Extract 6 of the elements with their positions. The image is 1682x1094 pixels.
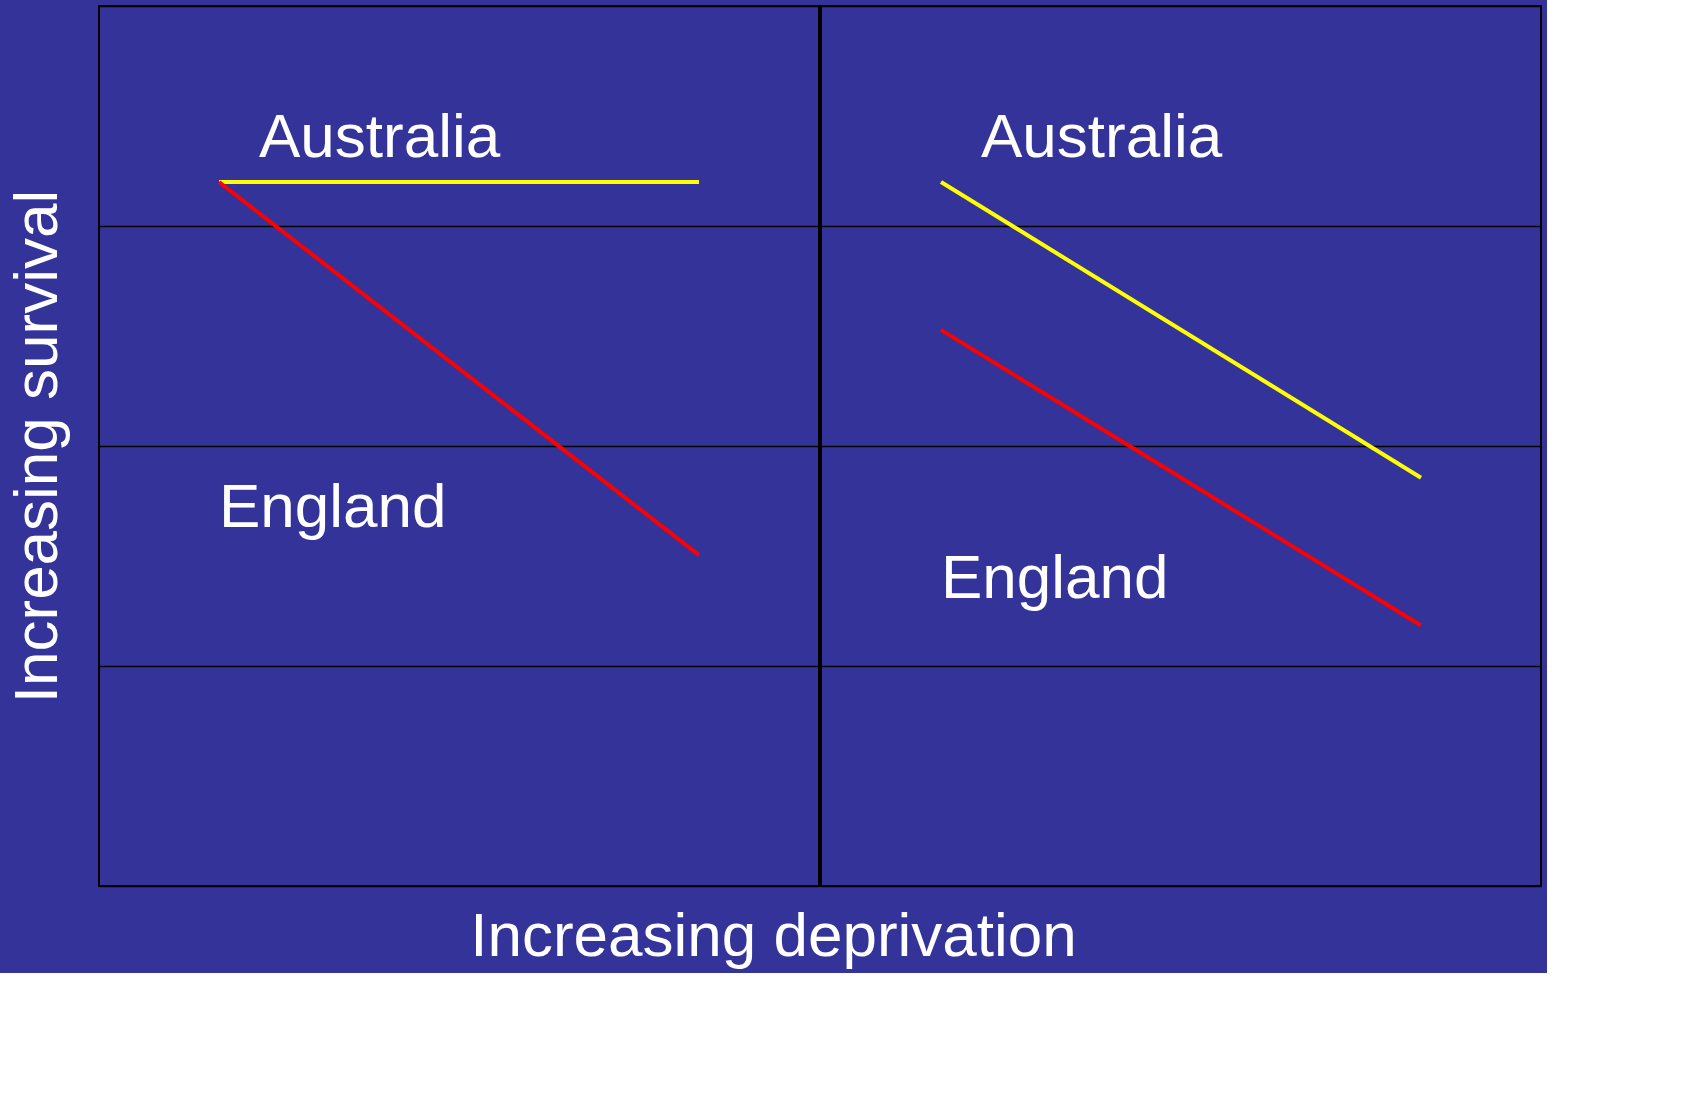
series-label: England <box>219 471 447 541</box>
y-axis-title: Increasing survival <box>0 189 70 704</box>
x-axis-title: Increasing deprivation <box>470 900 1077 969</box>
series-label: Australia <box>259 101 501 170</box>
series-label: Australia <box>981 101 1223 170</box>
series-label: England <box>941 541 1169 611</box>
